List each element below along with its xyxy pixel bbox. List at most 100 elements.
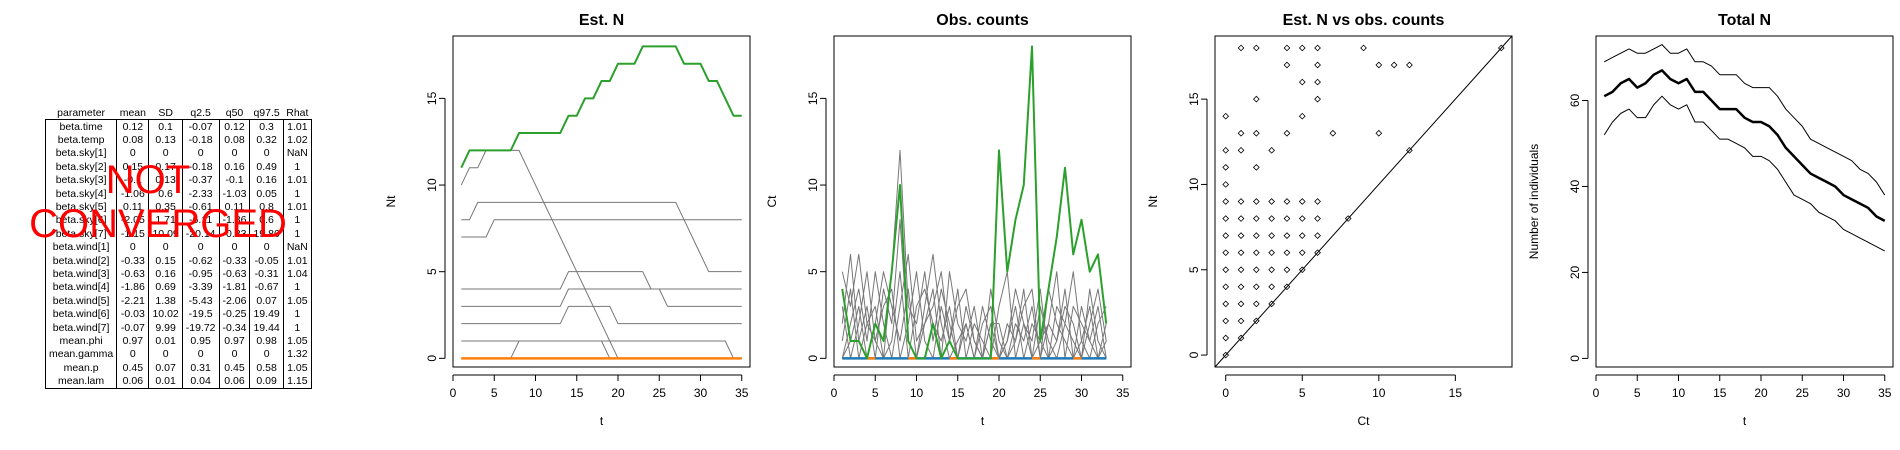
table-cell: 1.32 xyxy=(282,347,312,362)
table-cell: 0.05 xyxy=(249,186,284,201)
table-cell: 1.05 xyxy=(282,361,312,375)
scatter-point xyxy=(1237,129,1245,137)
x-tick-label: 10 xyxy=(1672,386,1686,400)
y-tick-label: 5 xyxy=(425,268,439,275)
table-cell: 0.09 xyxy=(249,374,284,389)
table-cell: 19.49 xyxy=(249,307,284,321)
table-header: parameter mean SD q2.5 q50 q97.5 Rhat xyxy=(46,106,312,120)
y-tick-label: 0 xyxy=(1568,355,1582,362)
table-cell: 0 xyxy=(249,240,284,254)
scatter-point xyxy=(1283,232,1291,239)
chart-panel-4: Total N 0 5 10 15 20 25 30 35 t 0 20 40 60 Number of i… xyxy=(1527,12,1894,428)
scatter-point xyxy=(1252,95,1260,103)
column-header: q50 xyxy=(225,106,244,119)
chart-title: Est. N vs obs. counts xyxy=(1283,12,1445,29)
y-tick-label: 5 xyxy=(806,268,820,275)
y-axis-label: Nt xyxy=(1146,195,1160,208)
table-cell: beta.wind[6] xyxy=(44,307,118,321)
table-row: beta.wind[1] 0 0 0 0 0 NaN xyxy=(44,240,312,254)
plot-frame xyxy=(833,35,1132,368)
table-cell: -0.61 xyxy=(181,200,220,214)
scatter-point xyxy=(1222,146,1230,154)
scatter-point xyxy=(1237,215,1245,222)
scatter-point xyxy=(1237,334,1245,342)
table-row: beta.wind[5] -2.21 1.38 -5.43 -2.06 0.07 1.05 xyxy=(44,294,312,308)
scatter-point xyxy=(1314,215,1321,222)
y-tick-label: 20 xyxy=(1568,265,1582,279)
table-row: beta.temp 0.08 0.13 -0.18 0.08 0.32 1.02 xyxy=(44,133,312,147)
x-tick-label: 5 xyxy=(1634,386,1641,400)
scatter-point xyxy=(1283,44,1291,52)
table-cell: 1 xyxy=(282,320,312,335)
table-cell: 0.49 xyxy=(249,160,284,174)
table-cell: 0.17 xyxy=(148,160,183,174)
table-cell: mean.phi xyxy=(44,334,118,348)
table-cell: 0 xyxy=(249,347,284,362)
table-cell: mean.lam xyxy=(44,374,118,389)
y-axis-label: Number of individuals xyxy=(1527,144,1541,259)
chart-title: Obs. counts xyxy=(936,12,1029,29)
table-cell: 0.45 xyxy=(218,361,251,375)
posterior-summary-table: parameter mean SD q2.5 q50 q97.5 Rhat beta.tim… xyxy=(44,106,312,389)
table-cell: 19.86 xyxy=(249,227,284,241)
table-cell: beta.sky[1] xyxy=(44,146,118,161)
x-tick-label: 30 xyxy=(694,386,708,400)
table-cell: -1.86 xyxy=(218,213,251,228)
table-cell: 1 xyxy=(282,227,312,241)
table-cell: 10.09 xyxy=(148,227,183,241)
scatter-point xyxy=(1283,215,1291,222)
table-cell: 19.44 xyxy=(249,320,284,335)
scatter-point xyxy=(1222,198,1230,205)
table-cell: -0.62 xyxy=(181,253,220,268)
table-cell: NaN xyxy=(282,240,312,254)
scatter-point xyxy=(1329,129,1337,137)
table-row: beta.sky[2] 0.15 0.17 -0.18 0.16 0.49 1 xyxy=(44,160,312,174)
y-tick-label: 5 xyxy=(1187,266,1201,273)
table-cell: -1.15 xyxy=(116,227,150,241)
posterior-summary-table-container: parameter mean SD q2.5 q50 q97.5 Rhat beta.tim… xyxy=(44,106,312,389)
scatter-point xyxy=(1252,266,1260,274)
x-axis-label: t xyxy=(1743,414,1747,428)
table-row: mean.gamma 0 0 0 0 0 1.32 xyxy=(44,347,312,362)
y-tick-label: 40 xyxy=(1568,179,1582,193)
identity-line xyxy=(1214,35,1513,368)
scatter-point xyxy=(1344,215,1352,222)
table-cell: 0.8 xyxy=(249,200,284,214)
scatter-point xyxy=(1222,164,1230,171)
table-cell: -19.72 xyxy=(181,320,220,335)
table-cell: -0.18 xyxy=(181,160,220,174)
chart-title: Total N xyxy=(1718,12,1771,29)
x-tick-label: 15 xyxy=(1713,386,1727,400)
table-row: mean.lam 0.06 0.01 0.04 0.06 0.09 1.15 xyxy=(44,374,312,389)
table-cell: 1.01 xyxy=(282,200,312,214)
table-row: mean.phi 0.97 0.01 0.95 0.97 0.98 1.05 xyxy=(44,334,312,348)
table-cell: 0.6 xyxy=(148,186,183,201)
scatter-point xyxy=(1222,249,1230,257)
table-cell: 0 xyxy=(148,146,183,161)
table-cell: 0.04 xyxy=(181,374,220,389)
table-cell: 0.15 xyxy=(116,160,150,174)
scatter-point xyxy=(1237,266,1245,274)
x-tick-label: 30 xyxy=(1837,386,1851,400)
table-cell: 0 xyxy=(249,146,284,161)
scatter-point xyxy=(1222,215,1230,222)
y-tick-label: 10 xyxy=(1187,177,1201,191)
scatter-point xyxy=(1298,198,1306,205)
y-tick-label: 0 xyxy=(806,355,820,362)
grey-series-line xyxy=(461,340,742,359)
table-body: beta.time 0.12 0.1 -0.07 0.12 0.3 1.01 beta.tem… xyxy=(44,119,312,389)
scatter-point xyxy=(1237,232,1245,239)
y-axis-label: Nt xyxy=(384,195,398,208)
x-tick-label: 25 xyxy=(1796,386,1810,400)
table-cell: -0.07 xyxy=(181,119,220,134)
scatter-point xyxy=(1298,215,1306,222)
table-cell: beta.wind[3] xyxy=(44,267,118,281)
x-tick-label: 30 xyxy=(1075,386,1089,400)
table-cell: -0.67 xyxy=(249,280,284,295)
table-cell: 0.45 xyxy=(116,361,150,375)
grey-series-line xyxy=(841,271,1107,359)
table-cell: 1.05 xyxy=(282,294,312,308)
table-cell: 0.01 xyxy=(148,334,183,348)
table-row: beta.wind[2] -0.33 0.15 -0.62 -0.33 -0.05 1.01 xyxy=(44,253,312,268)
